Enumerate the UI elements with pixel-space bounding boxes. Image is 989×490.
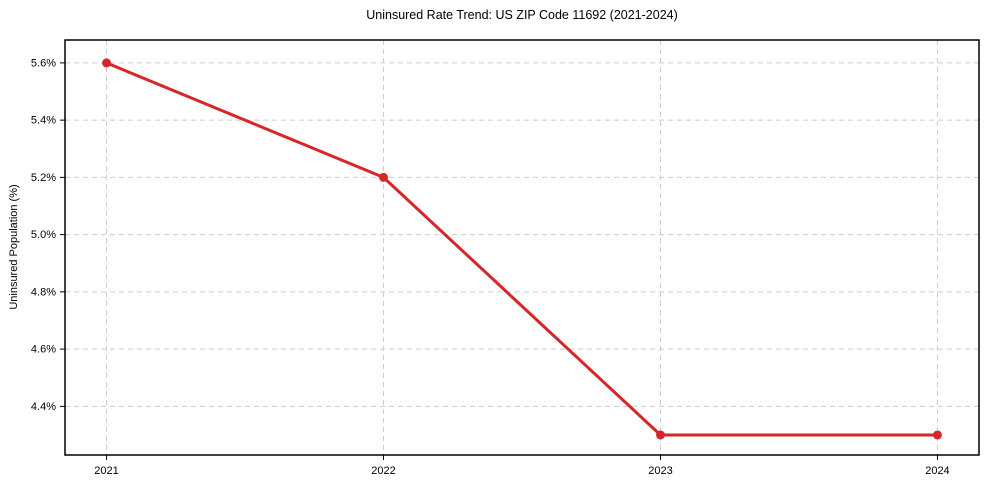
data-point-marker	[932, 430, 942, 440]
y-tick-label: 5.4%	[31, 115, 56, 127]
data-point-marker	[655, 430, 665, 440]
x-tick-label: 2024	[925, 465, 949, 477]
chart-title: Uninsured Rate Trend: US ZIP Code 11692 …	[366, 8, 678, 22]
plot-border	[64, 39, 980, 456]
data-point-marker	[379, 172, 389, 182]
data-point-marker	[102, 58, 112, 68]
trend-line	[105, 61, 939, 437]
x-tick-label: 2021	[94, 465, 118, 477]
y-tick-label: 4.8%	[31, 286, 56, 298]
x-tick-label: 2022	[371, 465, 395, 477]
y-tick-label: 4.6%	[31, 344, 56, 356]
x-tick-label: 2023	[648, 465, 672, 477]
y-tick-label: 5.6%	[31, 57, 56, 69]
y-tick-label: 5.2%	[31, 172, 56, 184]
y-tick-label: 4.4%	[31, 401, 56, 413]
y-tick-label: 5.0%	[31, 229, 56, 241]
